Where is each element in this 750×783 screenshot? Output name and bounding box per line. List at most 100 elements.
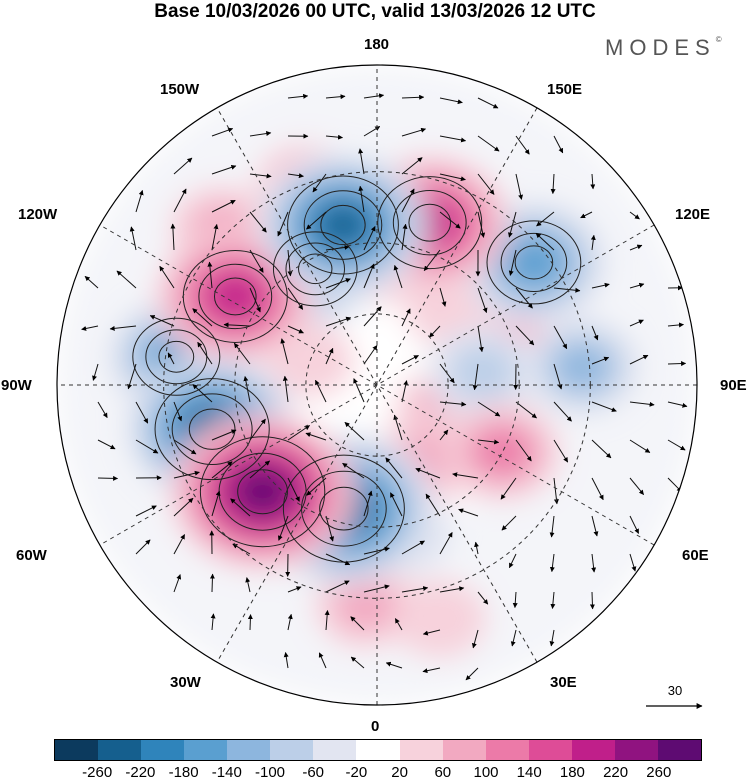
colorbar-swatch — [313, 740, 357, 760]
wind-arrow — [401, 223, 408, 251]
wind-arrow — [325, 134, 344, 140]
wind-arrow — [325, 316, 352, 327]
colorbar-tick-label: 260 — [646, 764, 672, 781]
wind-arrow — [312, 173, 327, 193]
wind-arrow — [394, 618, 403, 631]
lon-label-150w: 150W — [160, 81, 200, 98]
lon-label-120w: 120W — [18, 206, 58, 223]
wind-arrow — [173, 157, 193, 175]
wind-arrow — [474, 541, 479, 555]
wind-arrow — [629, 401, 655, 407]
wind-arrow — [363, 93, 385, 99]
wind-arrow — [515, 325, 535, 346]
meridian-line — [216, 107, 538, 663]
anomaly-isoline — [392, 189, 467, 256]
wind-arrow — [429, 325, 441, 338]
lon-label-0: 0 — [371, 718, 380, 735]
anomaly-isoline — [408, 203, 452, 242]
anomaly-isoline — [285, 242, 345, 296]
colorbar-tick-label: 60 — [434, 764, 452, 781]
wind-arrow — [192, 308, 213, 327]
wind-arrow — [591, 356, 610, 365]
wind-arrow — [324, 609, 330, 631]
wind-arrow — [439, 135, 467, 143]
wind-arrow — [249, 418, 266, 441]
anomaly-isoline — [319, 486, 369, 531]
wind-arrow — [350, 616, 365, 631]
colorbar-tick-label: 180 — [559, 764, 585, 781]
wind-arrow — [393, 264, 403, 289]
wind-arrow — [92, 363, 99, 381]
wind-arrow — [590, 234, 596, 251]
wind-arrow — [211, 199, 236, 213]
wind-arrow — [81, 325, 99, 331]
anomaly-isoline — [158, 340, 195, 373]
wind-arrow — [465, 667, 479, 681]
wind-arrow — [390, 492, 403, 517]
wind-arrow — [629, 477, 644, 495]
colorbar-swatch — [356, 740, 400, 760]
reference-vector-value: 30 — [667, 683, 683, 698]
colorbar-swatch — [528, 740, 572, 760]
wind-arrow — [210, 613, 216, 631]
wind-arrow — [591, 325, 599, 341]
anomaly-isoline — [377, 176, 483, 270]
wind-arrow — [342, 462, 365, 479]
colorbar-swatch — [571, 740, 615, 760]
wind-arrow — [591, 439, 612, 459]
wind-arrow — [629, 282, 645, 289]
wind-arrow — [549, 515, 555, 538]
reference-vector-legend: 30 — [640, 683, 710, 713]
colorbar-swatch — [141, 740, 185, 760]
wind-arrow — [223, 322, 251, 328]
latitude-circle — [163, 171, 591, 599]
wind-arrow — [287, 613, 293, 631]
wind-arrow — [277, 515, 289, 541]
wind-arrow — [439, 429, 449, 441]
wind-arrow — [135, 401, 149, 424]
wind-arrow — [287, 93, 309, 99]
wind-arrow — [458, 508, 479, 517]
wind-arrow — [393, 414, 403, 441]
wind-arrow — [350, 656, 365, 669]
wind-arrow — [249, 249, 264, 273]
colorbar-ticks: -260 -220 -180 -140 -100 -60 -20 20 60 100 140 180 2… — [54, 764, 702, 782]
wind-arrow — [233, 342, 251, 365]
wind-arrow — [401, 188, 415, 213]
colorbar-tick-label: -180 — [168, 764, 199, 781]
wind-arrow — [439, 401, 467, 407]
wind-arrow — [472, 363, 479, 391]
wind-arrow — [629, 244, 643, 251]
anomaly-contour — [508, 240, 560, 284]
wind-arrow — [553, 325, 568, 350]
wind-arrow — [249, 131, 272, 137]
colorbar-tick-label: 220 — [603, 764, 629, 781]
wind-arrow — [439, 211, 461, 229]
lon-label-150e: 150E — [547, 81, 583, 98]
wind-arrow — [363, 490, 373, 517]
wind-arrow — [197, 341, 213, 365]
wind-arrow — [591, 515, 599, 537]
colorbar-tick-label: 20 — [391, 764, 408, 781]
wind-arrow — [315, 379, 327, 403]
wind-arrow — [129, 226, 137, 251]
wind-arrow — [363, 306, 382, 327]
wind-arrow — [135, 189, 144, 213]
wind-arrow — [550, 173, 556, 195]
anomaly-contour — [476, 430, 529, 474]
wind-arrow — [305, 432, 327, 441]
wind-arrow — [287, 287, 304, 310]
anomaly-contour — [334, 579, 397, 631]
wind-arrow — [422, 629, 441, 636]
wind-arrow — [549, 629, 555, 647]
wind-arrow — [500, 477, 517, 500]
wind-arrow — [109, 325, 137, 331]
wind-arrow — [211, 461, 233, 479]
wind-arrow — [477, 401, 501, 417]
wind-arrow — [536, 211, 555, 227]
wind-arrow — [135, 439, 159, 454]
wind-arrow — [477, 173, 495, 195]
wind-arrow — [116, 270, 137, 289]
wind-arrow — [363, 226, 376, 251]
wind-arrow — [318, 652, 327, 669]
